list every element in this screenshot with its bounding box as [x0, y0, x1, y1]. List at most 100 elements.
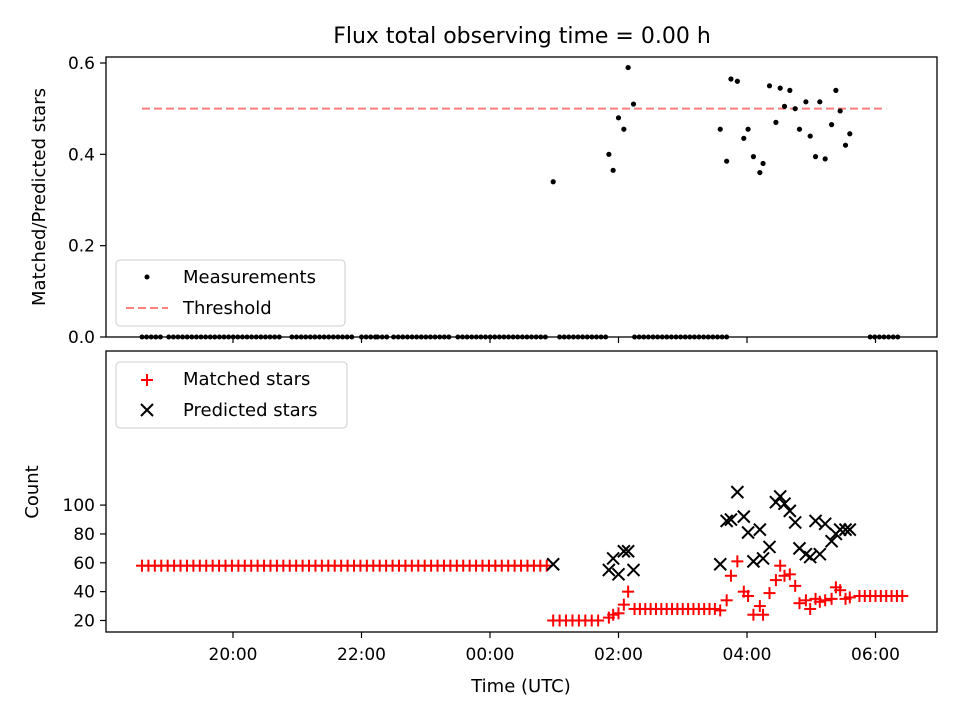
- measurement-point: [621, 126, 627, 132]
- predicted-star-point: [824, 534, 839, 548]
- x-tick-label: 22:00: [337, 645, 386, 665]
- predicted-star-point: [833, 522, 847, 537]
- bottom-y-axis-label: Count: [22, 465, 43, 518]
- measurement-point: [837, 108, 843, 114]
- bottom-y-tick-label: 100: [63, 496, 95, 516]
- chart-title: Flux total observing time = 0.00 h: [333, 24, 711, 49]
- top-y-tick-label: 0.2: [68, 237, 95, 257]
- top-y-tick-label: 0.4: [68, 145, 95, 165]
- measurement-point: [812, 154, 819, 160]
- x-tick-label: 04:00: [723, 645, 772, 665]
- measurement-point: [606, 151, 612, 157]
- measurement-point: [777, 85, 783, 91]
- measurement-point: [610, 167, 616, 173]
- matched-star-point: [612, 607, 625, 620]
- measurement-point: [630, 101, 637, 107]
- measurement-point: [822, 156, 828, 162]
- top-legend-box: [115, 259, 346, 327]
- top-y-axis-label: Matched/Predicted stars: [29, 88, 50, 306]
- top-x-tick-marks: [232, 337, 877, 343]
- matched-star-point: [799, 594, 812, 607]
- matched-star-point: [774, 559, 787, 572]
- matched-star-point: [778, 569, 791, 582]
- measurement-point: [550, 179, 556, 185]
- bottom-y-tick-label: 20: [73, 612, 95, 632]
- predicted-star-point: [803, 550, 817, 564]
- matched-star-point: [896, 589, 909, 602]
- measurement-point: [817, 99, 823, 105]
- predicted-star-point: [737, 509, 751, 524]
- matched-star-point: [793, 597, 806, 610]
- measurement-point: [781, 103, 788, 109]
- predicted-star-point: [626, 563, 641, 577]
- predicted-star-point: [813, 547, 827, 561]
- matched-star-point: [708, 602, 721, 615]
- legend-predicted-marker: [140, 403, 154, 417]
- matched-star-point: [789, 579, 802, 592]
- measurement-point: [803, 99, 809, 105]
- measurement-point: [757, 169, 763, 176]
- predicted-star-point: [713, 557, 727, 571]
- matched-star-point: [731, 555, 744, 568]
- matched-star-point: [804, 602, 817, 615]
- top-legend: Measurements Threshold: [115, 259, 346, 327]
- predicted-star-point: [838, 522, 853, 537]
- measurement-point: [724, 158, 730, 164]
- predicted-star-point: [741, 525, 755, 540]
- measurement-point: [745, 126, 751, 132]
- x-axis-label: Time (UTC): [470, 676, 571, 697]
- measurement-point: [760, 160, 766, 167]
- measurement-point: [796, 126, 803, 132]
- predicted-star-point: [724, 512, 738, 527]
- x-tick-label: 20:00: [209, 645, 258, 665]
- bottom-legend: Matched stars Predicted stars: [115, 361, 348, 429]
- measurement-point: [773, 119, 779, 125]
- bottom-y-axis: 20 40 60 80 100: [63, 496, 106, 632]
- top-plot-frame: [105, 56, 938, 338]
- legend-predicted-label: Predicted stars: [183, 400, 317, 421]
- matched-star-point: [617, 598, 630, 611]
- predicted-star-point: [753, 522, 767, 537]
- bottom-y-tick-label: 60: [73, 554, 95, 574]
- matched-star-point: [813, 595, 826, 608]
- bottom-panel: 20 40 60 80 100 20:00 22:00 00:00 02:00 04:00 06:…: [22, 350, 938, 697]
- predicted-star-point: [777, 496, 792, 511]
- predicted-star-point: [617, 544, 631, 558]
- matched-star-point: [714, 604, 727, 617]
- measurement-point: [625, 64, 631, 71]
- matched-star-point: [783, 568, 796, 581]
- measurement-point: [728, 76, 734, 82]
- predicted-star-point: [602, 563, 616, 577]
- predicted-star-point: [808, 514, 823, 528]
- bottom-plot-marks: [135, 485, 909, 627]
- matched-star-point: [753, 600, 766, 613]
- predicted-star-point: [788, 515, 802, 530]
- bottom-legend-box: [115, 361, 348, 429]
- legend-matched-label: Matched stars: [183, 369, 310, 390]
- legend-measurements-marker: [144, 274, 150, 280]
- measurement-point: [828, 122, 835, 128]
- matched-star-point: [607, 608, 620, 621]
- matched-star-point: [592, 614, 605, 627]
- predicted-star-point: [773, 489, 787, 504]
- x-tick-label: 00:00: [466, 645, 515, 665]
- measurement-point: [807, 133, 813, 139]
- measurement-point: [734, 78, 740, 84]
- matched-star-point: [742, 589, 755, 602]
- matched-star-point: [769, 574, 782, 587]
- top-panel: 0.0 0.2 0.4 0.6 Matched/Predicted stars Mea…: [29, 54, 938, 348]
- matched-star-point: [622, 585, 635, 598]
- legend-matched-marker: [141, 374, 153, 386]
- predicted-star-point: [783, 504, 797, 518]
- measurement-point: [847, 131, 853, 137]
- measurement-point: [750, 154, 757, 160]
- matched-star-point: [724, 569, 737, 582]
- measurement-point: [792, 106, 798, 112]
- predicted-star-point: [756, 551, 770, 566]
- predicted-star-point: [843, 522, 857, 537]
- bottom-plot-frame: [105, 350, 938, 633]
- measurement-point: [717, 126, 723, 132]
- predicted-star-point: [621, 544, 635, 558]
- matched-star-point: [825, 592, 838, 605]
